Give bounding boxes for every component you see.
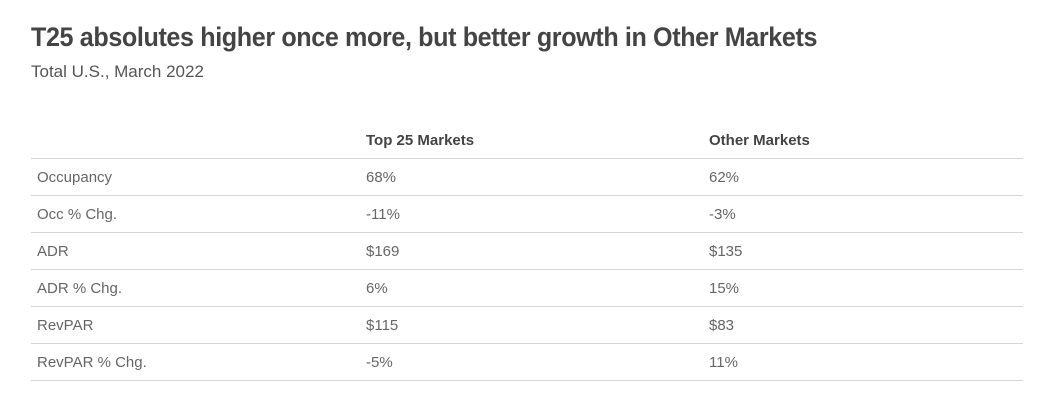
- other-markets-value: 62%: [709, 158, 1023, 196]
- chart-subtitle: Total U.S., March 2022: [31, 62, 204, 81]
- column-header-metric: [31, 122, 366, 159]
- top-25-value: $115: [366, 306, 709, 344]
- row-label: Occ % Chg.: [31, 195, 366, 233]
- table-row: Occupancy 68% 62%: [31, 158, 1023, 196]
- column-header-top-25-markets: Top 25 Markets: [366, 122, 709, 159]
- top-25-value: -5%: [366, 343, 709, 381]
- table-row: RevPAR % Chg. -5% 11%: [31, 343, 1023, 381]
- row-label: RevPAR % Chg.: [31, 343, 366, 381]
- table-row: Occ % Chg. -11% -3%: [31, 195, 1023, 233]
- row-label: Occupancy: [31, 158, 366, 196]
- table-header-row: Top 25 Markets Other Markets: [31, 122, 1023, 159]
- column-header-other-markets: Other Markets: [709, 122, 1023, 159]
- top-25-value: $169: [366, 232, 709, 270]
- metrics-table: Top 25 Markets Other Markets Occupancy 6…: [31, 122, 1023, 381]
- row-label: ADR % Chg.: [31, 269, 366, 307]
- other-markets-value: 11%: [709, 343, 1023, 381]
- table-row: RevPAR $115 $83: [31, 306, 1023, 344]
- top-25-value: 68%: [366, 158, 709, 196]
- row-label: RevPAR: [31, 306, 366, 344]
- chart-title: T25 absolutes higher once more, but bett…: [31, 22, 818, 52]
- table-row: ADR $169 $135: [31, 232, 1023, 270]
- other-markets-value: $83: [709, 306, 1023, 344]
- other-markets-value: $135: [709, 232, 1023, 270]
- table-row: ADR % Chg. 6% 15%: [31, 269, 1023, 307]
- other-markets-value: 15%: [709, 269, 1023, 307]
- row-label: ADR: [31, 232, 366, 270]
- other-markets-value: -3%: [709, 195, 1023, 233]
- top-25-value: 6%: [366, 269, 709, 307]
- top-25-value: -11%: [366, 195, 709, 233]
